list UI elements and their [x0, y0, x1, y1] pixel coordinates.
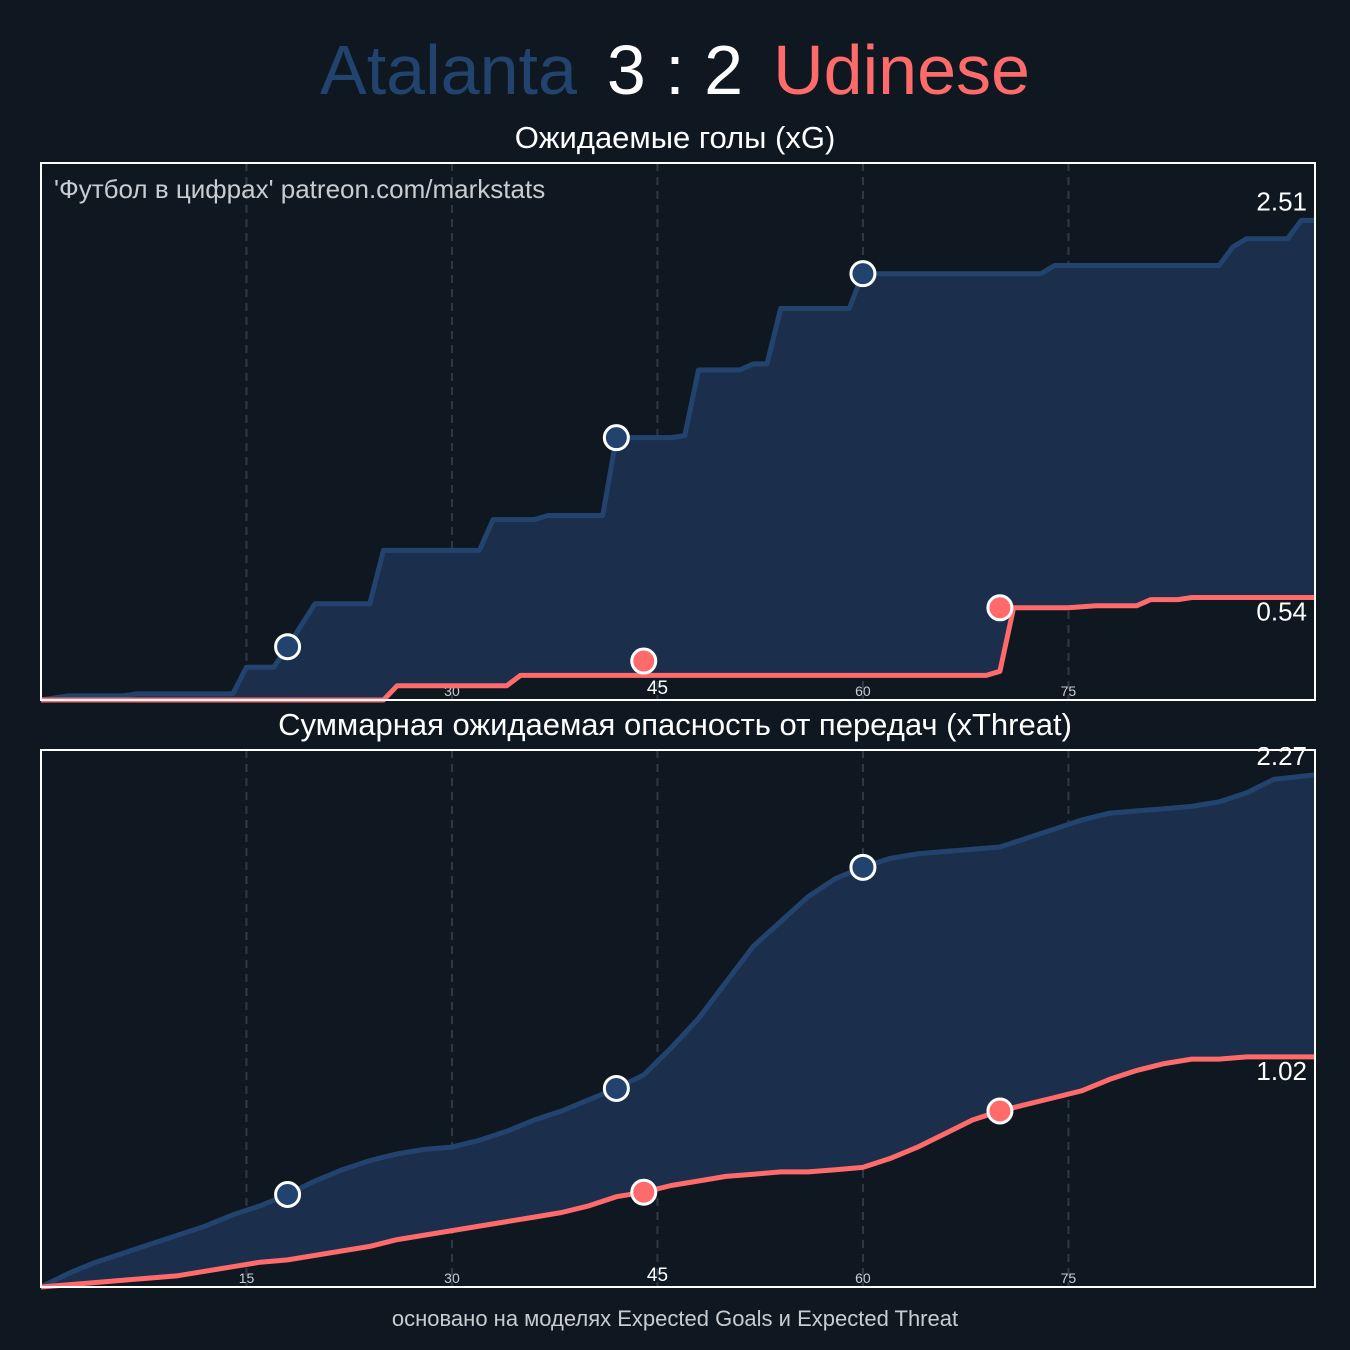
watermark-text: 'Футбол в цифрах' patreon.com/markstats [54, 174, 545, 204]
xthreat-chart: 15 30 45 60 75 2.27 1.02 [39, 747, 1316, 1290]
home-goal-marker [274, 633, 302, 661]
footer-note: основано на моделях Expected Goals и Exp… [391, 1306, 959, 1331]
away-series-line [40, 1054, 1315, 1290]
xg-chart-title: Ожидаемые голы (xG) [514, 120, 836, 155]
home-goal-marker [274, 1180, 302, 1208]
x-tick-label: 45 [647, 678, 668, 699]
xthreat-chart-title: Суммарная ожидаемая опасность от передач… [278, 707, 1072, 742]
away-goal-marker [630, 647, 658, 675]
away-goal-marker [630, 1178, 658, 1206]
x-tick-label: 60 [855, 1270, 871, 1286]
home-goal-marker [602, 424, 630, 452]
home-goal-marker [849, 260, 877, 288]
plot-frame [40, 749, 1316, 1288]
plot-frame [40, 162, 1316, 701]
home-team-name: Atalanta [320, 31, 577, 109]
match-score: 3 : 2 [606, 31, 744, 109]
home-series-line [39, 772, 1316, 1290]
x-tick-label: 75 [1061, 683, 1077, 699]
away-goal-marker [986, 594, 1014, 622]
home-series-line [40, 217, 1315, 703]
xg-difference-area [41, 774, 1315, 1287]
home-final-value-label: 2.27 [1256, 747, 1307, 771]
away-final-value-label: 1.02 [1256, 1056, 1307, 1086]
match-header: Atalanta 3 : 2 Udinese [0, 28, 1350, 112]
home-goal-marker [602, 1074, 630, 1102]
home-goal-marker [849, 853, 877, 881]
x-tick-label: 45 [647, 1265, 668, 1286]
away-team-name: Udinese [773, 31, 1030, 109]
xg-difference-area [41, 220, 1315, 700]
x-tick-label: 60 [855, 683, 871, 699]
home-final-value-label: 2.51 [1256, 186, 1307, 216]
away-goal-marker [986, 1097, 1014, 1125]
away-series-line [41, 595, 1315, 703]
x-tick-label: 30 [444, 1270, 460, 1286]
away-final-value-label: 0.54 [1256, 597, 1307, 627]
x-tick-label: 75 [1061, 1270, 1077, 1286]
x-tick-label: 15 [239, 1270, 255, 1286]
